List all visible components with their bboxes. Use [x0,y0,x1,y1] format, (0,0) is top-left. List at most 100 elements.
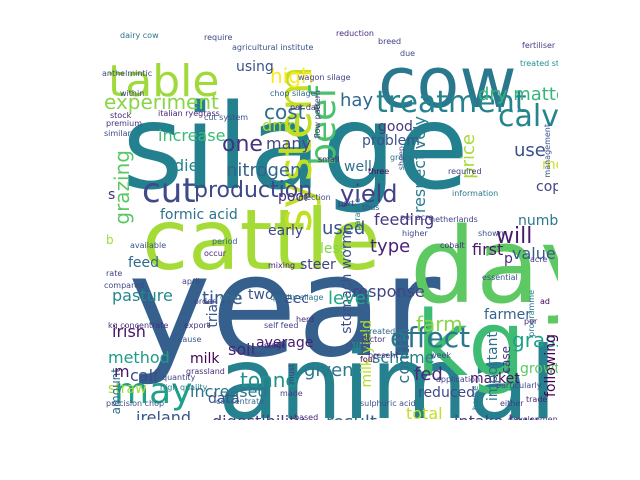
word-due: due [400,49,416,58]
word-time: time [202,288,243,309]
word-period: period [212,237,238,246]
word-poor: poor [278,189,310,205]
word-small: small [318,155,340,164]
word-low: low [508,414,539,421]
word-two: two [248,287,274,303]
word-order: order [194,297,216,306]
word-dmd: dmd [262,116,298,135]
word-scheme: scheme [372,348,435,367]
word-nitrogen: nitrogen [226,160,302,181]
word-cow: cow [378,42,517,124]
word-often: often [220,293,241,302]
word-grassland: grassland [186,367,225,376]
word-based: based [294,413,319,421]
word-per-day: per day [290,103,321,112]
word-farm: farm [416,312,463,336]
word-ireland: ireland [136,408,192,421]
word-eec: eec [284,291,309,307]
word-well: well [344,159,372,175]
word-shown: shown [478,229,504,238]
word-management: management [543,124,552,178]
word-will: will [496,224,533,249]
word-diet: diet [174,156,205,175]
word-p: p [504,251,513,267]
word-early: early [268,223,304,239]
word-treatment: treatment [376,85,527,120]
word-many: many [266,134,311,153]
word-cause: cause [178,335,202,344]
word-mixing: mixing [268,261,296,270]
word-m: m [114,362,130,381]
word-part: part [338,199,355,208]
word-cloud: silageyearcattleanimaldaykgcowtablesyste… [100,30,558,420]
word-tonne: tonne [240,368,298,392]
word-feed: feed [128,255,160,271]
word-average: average [256,335,314,351]
word-house: house [471,386,480,411]
word-precision-chop: precision chop [106,399,165,408]
word-yield: yield [340,180,398,208]
word-chop-silage: chop silage [270,89,316,98]
word-anthelmintic: anthelmintic [102,69,153,78]
word-rather: rather [346,341,371,350]
word-one: one [222,132,263,157]
word-must: must [287,364,296,385]
word-available: available [130,241,167,250]
word-dairy-cow: dairy cow [120,31,159,40]
word-feeding: feeding [374,210,435,229]
word-self-feed: self feed [264,321,299,330]
word-high-quality: high quality [160,383,208,392]
word-programme: programme [527,290,536,337]
word-following: following [543,334,558,397]
word-rate: rate [106,269,123,278]
word-problem: problem [362,133,420,149]
word-good: good [378,119,413,135]
word-silage: silage [122,78,469,216]
word-b: b [106,233,114,247]
word-stock: stock [110,111,132,120]
word-month: month [542,157,558,173]
word-agricultural-institute: agricultural institute [232,43,314,52]
word-type: type [370,236,411,257]
word-effect: effect [390,321,471,354]
word-factor: factor [362,335,386,344]
word-development: development [508,415,558,421]
word-day: day [410,205,558,327]
word-important: important [485,332,501,402]
word-irish: irish [112,322,146,341]
word-group: group [390,153,414,162]
word-stage: stage [264,341,287,350]
word-premium: premium [106,119,142,128]
word-three: three [368,167,390,176]
word-s: s [108,187,116,203]
word-april: april [182,277,200,286]
word-reduced: reduced [418,385,476,401]
word-cattle: cattle [142,191,381,289]
word-application: application [436,375,481,384]
word-total: total [406,404,443,421]
word-breed: breed [378,37,402,46]
word-ad: ad [540,297,550,306]
word-treated: treated [366,327,396,336]
word-sulphuric-acid: sulphuric acid [360,399,416,408]
word-increased: increased [190,382,268,401]
word-level: level [328,288,371,309]
word-market: market [470,371,520,387]
word-higher: higher [402,229,428,238]
word-acre: acre [530,255,548,264]
word-cost: cost [264,100,306,124]
word-wagon-silage: wagon silage [298,73,351,82]
word-respectively: respectively [410,116,429,214]
word-quantity: quantity [162,373,196,382]
word-number: number [518,213,558,229]
word-table: table [108,56,220,107]
word-thus: thus [362,203,380,212]
word-cut: cut [142,171,196,211]
word-per: per [524,317,538,326]
word-kg-concentrate: kg concentrate [108,321,169,330]
word-intake: intake [454,414,503,421]
word-flow-pattern: flow pattern [313,90,322,139]
word-use: use [514,140,546,161]
word-response: response [352,282,425,301]
word-similar: similar [104,129,131,138]
